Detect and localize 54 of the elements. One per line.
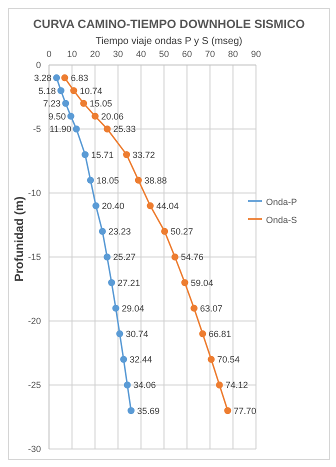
data-label: 74.12 xyxy=(225,380,248,390)
y-tick-label: -20 xyxy=(28,316,41,326)
data-label: 66.81 xyxy=(208,328,232,339)
data-label: 35.69 xyxy=(137,406,160,416)
data-label: 10.74 xyxy=(80,86,102,96)
y-tick-label: 0 xyxy=(36,60,41,70)
x-tick-label: 90 xyxy=(250,49,261,59)
data-label: 7.23 xyxy=(43,98,61,109)
data-label: 50.27 xyxy=(170,226,194,237)
data-label: 9.50 xyxy=(48,111,66,122)
data-label: 20.40 xyxy=(102,200,124,211)
data-label: 29.04 xyxy=(122,303,144,314)
data-label: 6.83 xyxy=(70,72,88,83)
chart-title: CURVA CAMINO-TIEMPO DOWNHOLE SISMICO xyxy=(32,16,306,31)
data-label: 15.71 xyxy=(91,150,114,160)
x-axis-title: Tiempo viaje ondas P y S (mseg) xyxy=(94,36,244,47)
data-label: 77.70 xyxy=(234,406,256,416)
legend-label: Onda-S xyxy=(266,215,297,225)
data-label: 30.74 xyxy=(126,328,148,339)
data-label: 15.05 xyxy=(90,98,112,109)
data-label: 38.88 xyxy=(144,175,167,186)
data-label: 18.05 xyxy=(96,175,120,186)
data-label: 3.28 xyxy=(34,72,52,83)
y-tick-label: -30 xyxy=(28,444,41,454)
data-label: 32.44 xyxy=(130,354,152,365)
y-tick-label: -5 xyxy=(32,124,41,134)
data-label: 27.21 xyxy=(118,278,140,288)
x-tick-label: 30 xyxy=(112,49,123,59)
x-tick-label: 60 xyxy=(182,49,192,59)
data-label: 70.54 xyxy=(217,354,240,365)
x-tick-label: 10 xyxy=(66,49,78,59)
x-tick-label: 0 xyxy=(46,49,52,59)
data-label: 54.76 xyxy=(180,252,204,262)
data-label: 59.04 xyxy=(190,278,214,288)
data-label: 23.23 xyxy=(108,226,131,237)
x-tick-label: 20 xyxy=(90,49,100,59)
x-tick-label: 50 xyxy=(158,49,169,59)
x-tick-label: 70 xyxy=(204,49,215,59)
data-label: 25.27 xyxy=(113,252,136,262)
data-label: 34.06 xyxy=(133,380,156,390)
x-tick-label: 40 xyxy=(136,49,146,59)
data-label: 33.72 xyxy=(132,150,156,160)
x-tick-label: 80 xyxy=(228,49,238,59)
legend-label: Onda-P xyxy=(266,197,297,207)
data-label: 44.04 xyxy=(156,200,179,211)
y-axis-title: Profunidad (m) xyxy=(12,196,26,282)
y-tick-label: -25 xyxy=(28,380,41,390)
data-label: 11.90 xyxy=(50,124,72,134)
y-tick-label: -15 xyxy=(28,252,41,262)
data-label: 5.18 xyxy=(38,86,56,96)
y-tick-label: -10 xyxy=(28,188,41,198)
data-label: 63.07 xyxy=(200,303,223,314)
data-label: 20.06 xyxy=(101,111,124,122)
data-label: 25.33 xyxy=(113,124,136,134)
